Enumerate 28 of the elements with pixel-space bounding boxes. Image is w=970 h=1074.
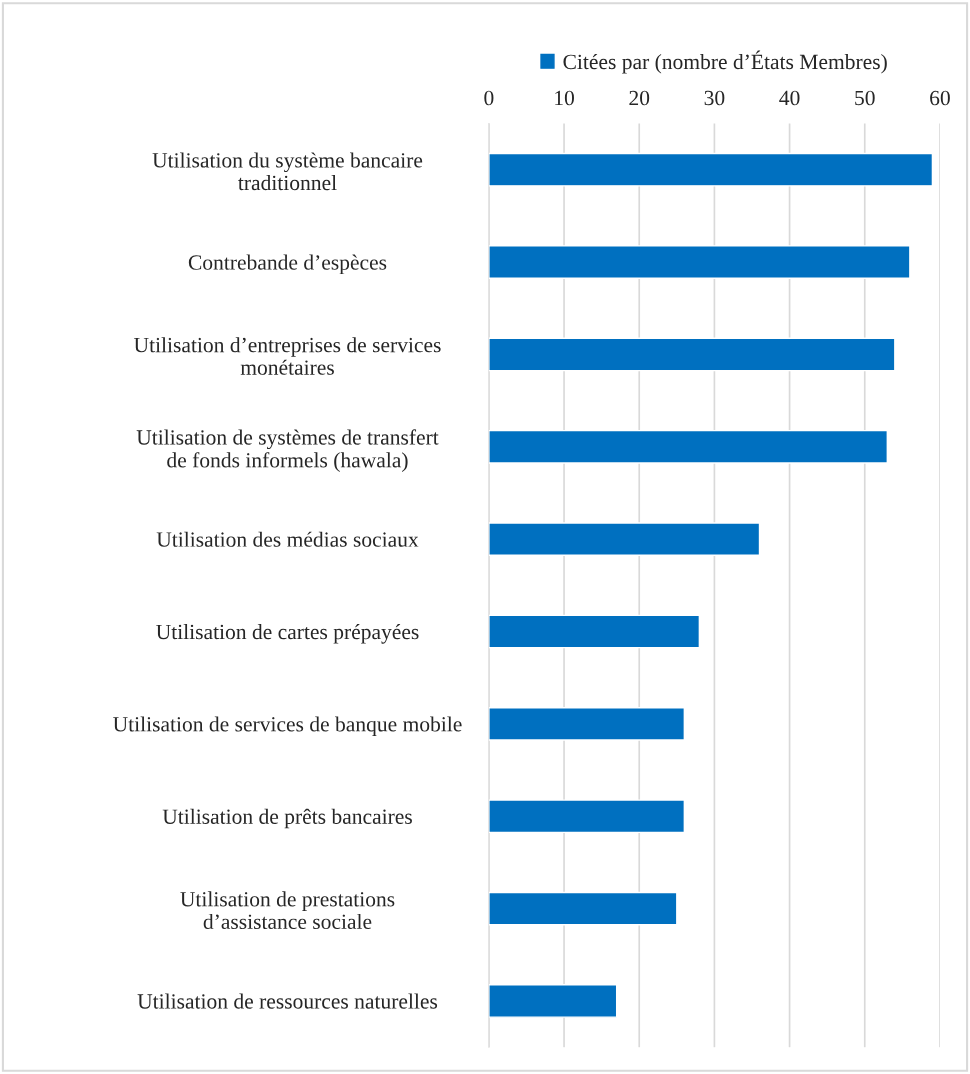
x-tick-label: 30 xyxy=(704,90,725,106)
x-tick-label: 20 xyxy=(629,90,650,106)
y-tick-label: Utilisation des médias sociaux xyxy=(156,531,419,547)
x-tick-label: 60 xyxy=(930,90,950,106)
bar xyxy=(488,429,889,464)
bar xyxy=(488,984,618,1018)
legend-label: Citées par (nombre d’États Membres) xyxy=(563,50,887,74)
y-tick-label: Contrebande d’espèces xyxy=(188,254,387,275)
y-tick-label: Utilisation de systèmes de transfert de fonds informels (hawala) xyxy=(136,429,439,472)
x-tick-label: 10 xyxy=(555,90,574,106)
x-tick-label: 40 xyxy=(779,90,800,106)
bar xyxy=(488,707,686,741)
bar xyxy=(488,799,686,834)
bar xyxy=(488,891,678,926)
bar xyxy=(488,522,761,557)
y-tick-label: Utilisation de prêts bancaires xyxy=(162,808,412,829)
y-tick-label: Utilisation de cartes prépayées xyxy=(156,624,419,644)
bar xyxy=(488,337,896,372)
y-tick-label: Utilisation de prestations d’assistance sociale xyxy=(180,891,395,930)
y-tick-label: Utilisation d’entreprises de services monétaires xyxy=(134,337,441,375)
y-tick-label: Utilisation de ressources naturelles xyxy=(137,993,438,1009)
bar xyxy=(488,152,934,187)
bar xyxy=(488,245,911,279)
y-tick-label: Utilisation de services de banque mobile xyxy=(113,716,462,736)
bar xyxy=(488,614,701,649)
y-tick-label: Utilisation du système bancaire traditionnel xyxy=(152,152,423,191)
x-tick-label: 50 xyxy=(855,90,875,106)
x-tick-label: 0 xyxy=(484,90,494,106)
